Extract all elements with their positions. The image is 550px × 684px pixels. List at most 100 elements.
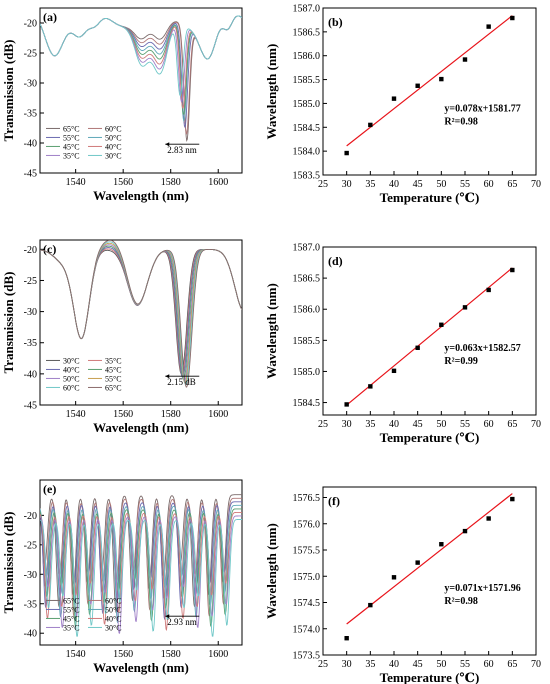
legend-label: 30°C bbox=[105, 623, 122, 632]
y-tick-label: 1586.5 bbox=[293, 274, 321, 285]
data-point bbox=[486, 24, 491, 29]
fit-r2: R²=0.98 bbox=[444, 117, 477, 128]
data-point bbox=[415, 560, 420, 565]
annotation-text: 2.15 dB bbox=[167, 377, 196, 387]
y-tick-label: -30 bbox=[24, 79, 37, 90]
x-tick-label: 40 bbox=[389, 659, 399, 670]
x-tick-label: 1560 bbox=[113, 649, 133, 660]
panel-label: (f) bbox=[328, 494, 340, 508]
plot-frame bbox=[322, 246, 537, 416]
x-tick-label: 35 bbox=[365, 659, 375, 670]
x-tick-label: 35 bbox=[365, 179, 375, 190]
y-tick-label: -25 bbox=[24, 276, 37, 287]
data-point bbox=[415, 83, 420, 88]
panel-label: (c) bbox=[43, 242, 56, 256]
data-point bbox=[510, 267, 515, 273]
legend-label: 55°C bbox=[63, 133, 80, 142]
fit-r2: R²=0.98 bbox=[444, 596, 477, 607]
fit-line bbox=[346, 15, 513, 147]
legend-label: 30°C bbox=[63, 356, 80, 365]
x-tick-label: 25 bbox=[318, 179, 328, 190]
x-tick-label: 25 bbox=[318, 419, 328, 430]
legend-label: 65°C bbox=[63, 596, 80, 605]
plot-frame bbox=[39, 7, 243, 174]
data-point bbox=[344, 402, 349, 407]
annotation-arrowhead bbox=[165, 614, 170, 619]
panel-f: 25 30 35 40 45 50 55 60 65 70 1573.5 1574.0 1574.5 15… bbox=[264, 486, 541, 684]
y-tick-label: 1585.0 bbox=[293, 367, 321, 378]
legend-label: 35°C bbox=[63, 623, 80, 632]
x-tick-label: 40 bbox=[389, 179, 399, 190]
annotation-arrowhead bbox=[165, 142, 170, 147]
y-tick-label: -20 bbox=[24, 19, 37, 30]
legend-label: 60°C bbox=[105, 124, 122, 133]
fit-equation: y=0.063x+1582.57 bbox=[444, 343, 520, 354]
y-tick-label: 1574.0 bbox=[293, 624, 321, 635]
x-tick-label: 70 bbox=[531, 179, 541, 190]
legend-label: 50°C bbox=[105, 133, 122, 142]
x-tick-label: 1580 bbox=[161, 649, 181, 660]
x-tick-label: 55 bbox=[460, 419, 470, 430]
x-tick-label: 1540 bbox=[66, 177, 86, 188]
x-tick-label: 60 bbox=[484, 179, 494, 190]
x-tick-label: 1540 bbox=[66, 649, 86, 660]
x-tick-label: 30 bbox=[342, 179, 352, 190]
legend-label: 60°C bbox=[105, 596, 122, 605]
fit-line bbox=[346, 267, 513, 406]
legend-label: 45°C bbox=[105, 365, 122, 374]
x-tick-label: 50 bbox=[436, 419, 446, 430]
panel-b: 25 30 35 40 45 50 55 60 65 70 1583.5 1584.0 1584.5 15… bbox=[264, 4, 541, 206]
x-tick-label: 35 bbox=[365, 419, 375, 430]
y-axis-label: Wavelength (nm) bbox=[264, 523, 279, 619]
x-axis-label: Temperature (℃) bbox=[380, 190, 480, 205]
x-tick-label: 1580 bbox=[161, 177, 181, 188]
x-tick-label: 65 bbox=[507, 419, 517, 430]
series-lines bbox=[40, 15, 242, 142]
fit-equation: y=0.071x+1571.96 bbox=[444, 583, 520, 594]
y-tick-label: 1585.5 bbox=[293, 75, 321, 86]
y-tick-label: -30 bbox=[24, 570, 37, 581]
series-line bbox=[40, 15, 242, 97]
x-tick-label: 1560 bbox=[113, 409, 133, 420]
legend-label: 45°C bbox=[63, 614, 80, 623]
legend-label: 55°C bbox=[63, 605, 80, 614]
legend-label: 45°C bbox=[63, 142, 80, 151]
x-tick-label: 55 bbox=[460, 659, 470, 670]
data-point bbox=[368, 602, 373, 608]
legend-label: 65°C bbox=[105, 383, 122, 392]
y-tick-label: 1574.5 bbox=[293, 598, 321, 609]
annotation-arrowhead bbox=[165, 374, 170, 379]
data-point bbox=[439, 76, 444, 82]
panel-a: 1540 1560 1580 1600 -45 -40 -35 -30 -25 -20 Wavele… bbox=[1, 7, 243, 203]
y-axis-label: Transmission (dB) bbox=[1, 512, 16, 614]
x-tick-label: 50 bbox=[436, 659, 446, 670]
x-tick-label: 60 bbox=[484, 659, 494, 670]
plot-frame bbox=[39, 239, 243, 406]
legend-label: 40°C bbox=[105, 142, 122, 151]
fit-r2: R²=0.99 bbox=[444, 356, 477, 367]
data-point bbox=[486, 287, 491, 293]
y-axis-label: Wavelength (nm) bbox=[264, 283, 279, 379]
data-point bbox=[510, 15, 515, 21]
x-axis-label: Wavelength (nm) bbox=[93, 188, 189, 203]
legend-label: 60°C bbox=[63, 383, 80, 392]
x-tick-label: 1600 bbox=[208, 649, 228, 660]
x-tick-label: 65 bbox=[507, 659, 517, 670]
y-tick-label: -30 bbox=[24, 307, 37, 318]
legend-label: 50°C bbox=[105, 605, 122, 614]
annotation-text: 2.83 nm bbox=[167, 145, 197, 155]
data-point bbox=[462, 305, 468, 310]
y-tick-label: 1587.0 bbox=[293, 4, 321, 15]
series-line bbox=[40, 15, 242, 123]
data-point bbox=[486, 516, 491, 521]
y-axis-label: Wavelength (nm) bbox=[264, 44, 279, 140]
legend-label: 40°C bbox=[63, 365, 80, 374]
y-tick-label: -45 bbox=[24, 401, 37, 412]
x-axis-label: Wavelength (nm) bbox=[93, 660, 189, 675]
x-tick-label: 1540 bbox=[66, 409, 86, 420]
legend-label: 50°C bbox=[63, 374, 80, 383]
y-tick-label: 1586.0 bbox=[293, 51, 321, 62]
y-tick-label: -35 bbox=[24, 338, 37, 349]
x-tick-label: 30 bbox=[342, 659, 352, 670]
